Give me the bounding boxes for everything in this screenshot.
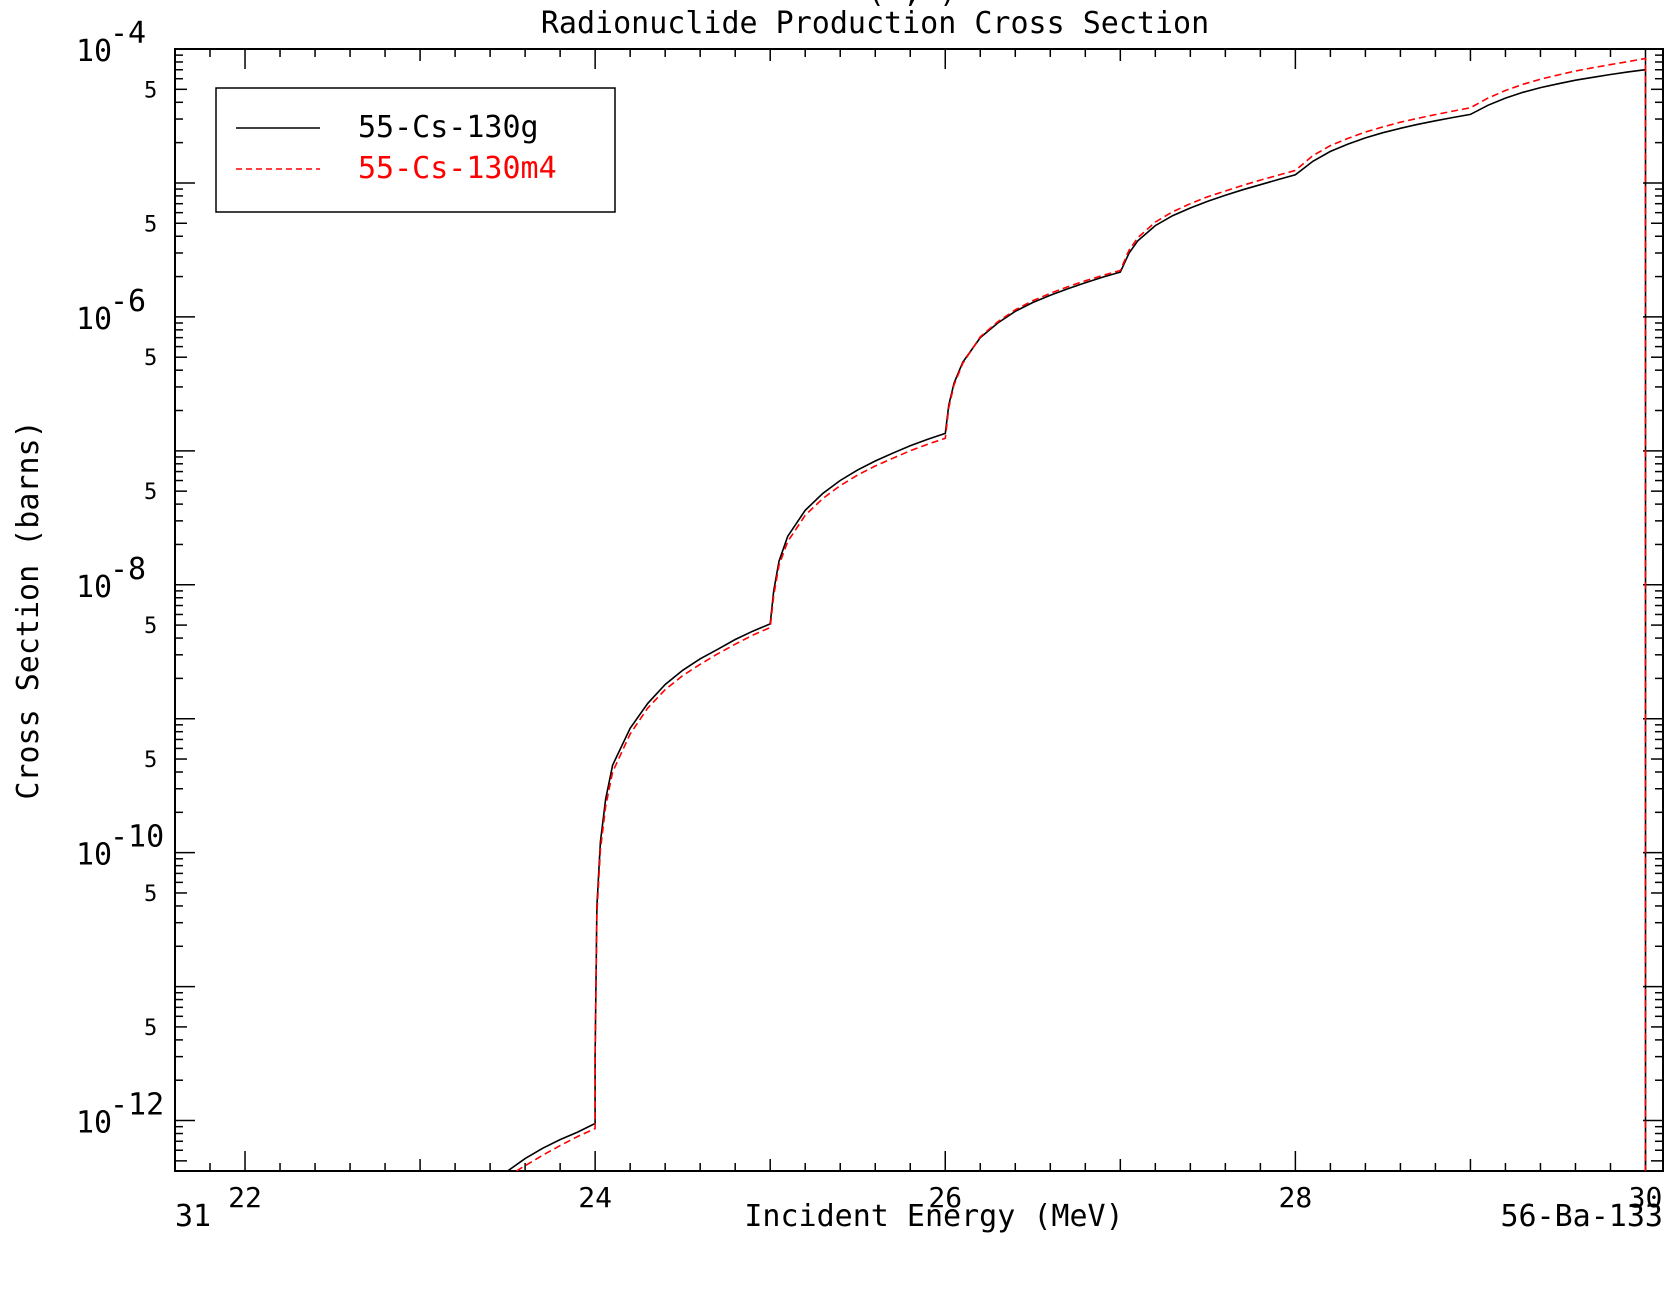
legend-label-cs-130g: 55-Cs-130g [358,110,539,145]
y-tick-label-base: 10 [76,1106,112,1141]
y-minor-tick-label: 5 [144,614,157,639]
legend: 55-Cs-130g 55-Cs-130m4 [215,87,616,213]
y-minor-tick-label: 5 [144,78,157,103]
legend-box [215,87,616,213]
footer-right-label: 56-Ba-133 [1500,1199,1663,1234]
footer-left-label: 31 [175,1199,211,1234]
y-tick-label-base: 10 [76,838,112,873]
y-tick-label-base: 10 [76,34,112,69]
y-tick-label-exponent: -4 [110,16,146,51]
chart-title-top-fragment: ( , ) [867,0,957,10]
y-minor-tick-label: 5 [144,480,157,505]
x-tick-label: 30 [1629,1181,1663,1214]
y-tick-label-base: 10 [76,570,112,605]
y-tick-label-exponent: -12 [110,1088,164,1123]
plot-area-frame [174,48,1664,1172]
y-minor-tick-label: 5 [144,212,157,237]
x-tick-label: 22 [228,1181,262,1214]
y-tick-label-exponent: -10 [110,820,164,855]
x-tick-label: 28 [1279,1181,1313,1214]
legend-label-cs-130m4: 55-Cs-130m4 [358,151,557,186]
y-tick-label-exponent: -8 [110,552,146,587]
y-minor-tick-label: 5 [144,882,157,907]
series-lines [507,57,1647,1171]
y-minor-tick-label: 5 [144,346,157,371]
y-axis-label: Cross Section (barns) [11,420,46,799]
series-line-cs-130g [507,68,1647,1171]
x-tick-label: 24 [578,1181,612,1214]
y-minor-tick-label: 5 [144,1016,157,1041]
x-tick-label: 26 [928,1181,962,1214]
chart-title: Radionuclide Production Cross Section [541,6,1209,41]
x-tick-labels: 22 24 26 28 30 [228,1181,1662,1214]
axis-ticks [174,48,1663,1171]
series-line-cs-130m4 [515,57,1647,1171]
y-minor-tick-label: 5 [144,748,157,773]
y-tick-label-base: 10 [76,302,112,337]
x-axis-label: Incident Energy (MeV) [744,1199,1123,1234]
y-tick-label-exponent: -6 [110,284,146,319]
